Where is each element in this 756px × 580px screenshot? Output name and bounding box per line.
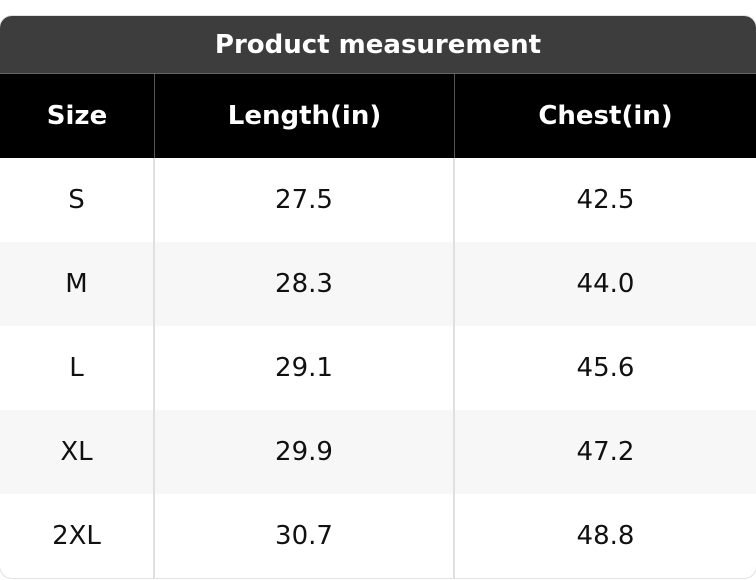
table-cell: 29.9 [155, 410, 455, 494]
table-cell: 42.5 [576, 185, 635, 215]
measurement-table: Product measurement Size Length(in) Chest(… [0, 16, 756, 578]
table-cell: 44.0 [576, 269, 635, 299]
table-cell: 28.3 [155, 242, 455, 326]
table-cell: 27.5 [155, 158, 455, 242]
header-row: Size Length(in) Chest(in) [0, 74, 756, 158]
table-cell: L [0, 326, 155, 410]
table-cell: M [0, 242, 155, 326]
table-cell: XL [0, 410, 155, 494]
table-cell: 47.2 [576, 437, 635, 467]
table-title: Product measurement [0, 16, 756, 74]
table-cell: 2XL [0, 494, 155, 578]
table-row: 2XL 30.7 48.8 [0, 494, 756, 578]
table-row: M 28.3 44.0 [0, 242, 756, 326]
column-header: Size [0, 74, 155, 158]
table-body: Size Length(in) Chest(in) S 27.5 42.5 M 28.3 44.… [0, 74, 756, 578]
table-cell: 29.1 [155, 326, 455, 410]
table-cell: 48.8 [576, 521, 635, 551]
table-row: L 29.1 45.6 [0, 326, 756, 410]
table-cell: S [0, 158, 155, 242]
table-cell: 45.6 [576, 353, 635, 383]
table-row: S 27.5 42.5 [0, 158, 756, 242]
column-header: Length(in) [155, 74, 455, 158]
column-header: Chest(in) [538, 101, 673, 131]
table-cell: 30.7 [155, 494, 455, 578]
table-row: XL 29.9 47.2 [0, 410, 756, 494]
